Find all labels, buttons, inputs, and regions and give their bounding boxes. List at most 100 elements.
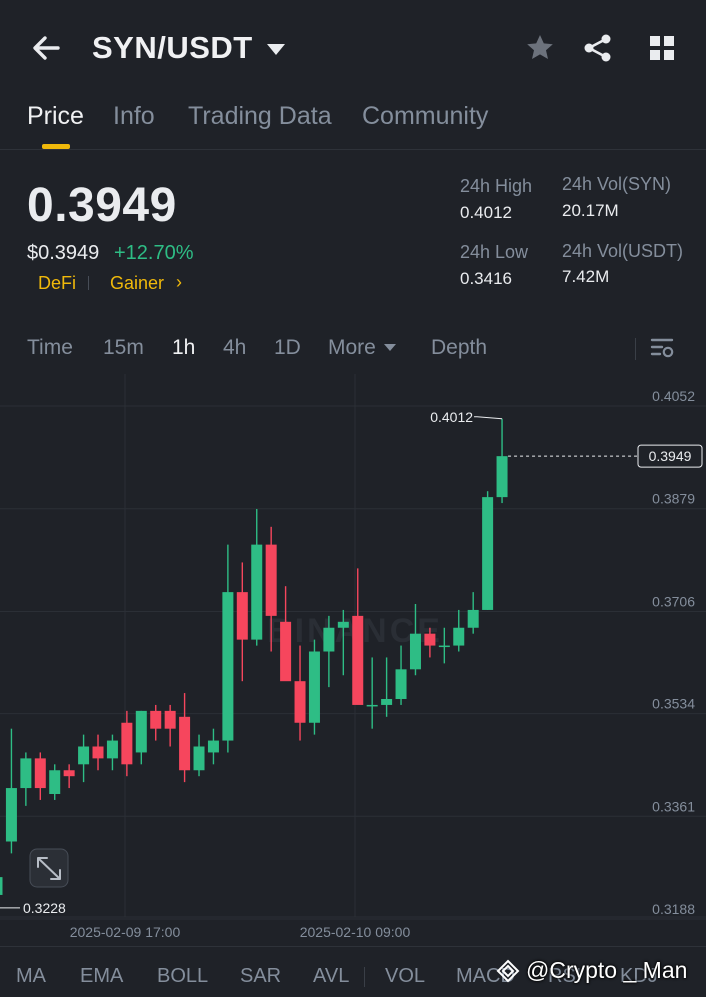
last-price-tag-label: 0.3949 xyxy=(649,448,692,464)
interval-4h[interactable]: 4h xyxy=(223,336,247,359)
share-icon[interactable] xyxy=(580,30,616,66)
interval-divider xyxy=(635,338,636,360)
tab-info[interactable]: Info xyxy=(113,102,155,130)
candlestick-chart[interactable]: 0.40520.38790.37060.35340.33610.3188BINA… xyxy=(0,374,706,946)
grid-icon[interactable] xyxy=(644,30,680,66)
y-tick-label: 0.3879 xyxy=(652,491,695,507)
vol-quote-label: 24h Vol(USDT) xyxy=(562,241,684,261)
vol-base-label: 24h Vol(SYN) xyxy=(562,174,672,194)
last-price-tag xyxy=(637,444,703,468)
indicator-ema[interactable]: EMA xyxy=(80,965,124,987)
indicator-rsi[interactable]: RSI xyxy=(548,965,582,987)
interval-bar: Time 15m 1h 4h 1D More Depth xyxy=(0,330,706,370)
candle-up xyxy=(337,621,349,628)
candle-down xyxy=(280,621,292,682)
tag-divider xyxy=(88,276,89,290)
candle-up xyxy=(207,740,219,753)
candle-up xyxy=(381,699,393,705)
candle-up xyxy=(482,497,494,610)
candle-down xyxy=(265,544,277,616)
fullscreen-arrows xyxy=(37,857,61,880)
candle-down xyxy=(236,592,248,640)
pair-title: SYN/USDT xyxy=(92,30,253,65)
indicator-macd[interactable]: MACD xyxy=(456,965,515,987)
high-annotation-label: 0.4012 xyxy=(430,409,473,425)
indicator-ma[interactable]: MA xyxy=(16,965,46,987)
interval-15m[interactable]: 15m xyxy=(103,336,144,359)
candle-up xyxy=(106,740,118,759)
chevron-right-icon[interactable]: › xyxy=(176,272,182,292)
fiat-price: $0.3949 xyxy=(27,242,100,264)
candle-up xyxy=(467,609,479,628)
candle-up xyxy=(20,758,32,789)
low-annotation-label: 0.3228 xyxy=(23,900,66,916)
high-annotation-line xyxy=(474,416,503,420)
candle-down xyxy=(164,710,176,729)
interval-1h[interactable]: 1h xyxy=(172,336,196,359)
indicator-vol[interactable]: VOL xyxy=(385,965,426,987)
vol-base-value: 20.17M xyxy=(562,201,619,220)
candle-down xyxy=(150,710,162,729)
candle-up xyxy=(0,877,3,895)
top-bar: SYN/USDT xyxy=(0,0,706,100)
interval-1d[interactable]: 1D xyxy=(274,336,301,359)
indicator-avl[interactable]: AVL xyxy=(313,965,350,987)
y-tick-label: 0.3361 xyxy=(652,798,695,814)
indicator-kdj[interactable]: KDJ xyxy=(620,965,658,987)
indicator-boll[interactable]: BOLL xyxy=(157,965,209,987)
chart-settings-icon[interactable] xyxy=(648,334,676,362)
candle-down xyxy=(92,746,104,759)
candle-up xyxy=(395,669,407,699)
tab-trading-data[interactable]: Trading Data xyxy=(188,102,332,130)
candle-up xyxy=(496,456,508,498)
star-icon[interactable] xyxy=(522,30,558,66)
tab-price[interactable]: Price xyxy=(27,102,84,130)
candle-down xyxy=(121,722,133,765)
indicator-sar[interactable]: SAR xyxy=(240,965,282,987)
binance-square-icon xyxy=(496,959,520,982)
interval-more[interactable]: More xyxy=(328,336,376,359)
watermark-text: @Crypto _ Man xyxy=(526,957,688,983)
tab-bar: Price Info Trading Data Community xyxy=(0,96,706,150)
more-caret-icon xyxy=(384,344,396,351)
vol-quote-value: 7.42M xyxy=(562,267,610,286)
last-price: 0.3949 xyxy=(27,179,177,232)
candle-down xyxy=(34,758,46,789)
candle-down xyxy=(352,615,364,705)
y-tick-label: 0.4052 xyxy=(652,388,695,404)
indicator-bar: MA EMA BOLL SAR AVL VOL MACD RSI KDJ xyxy=(0,946,706,997)
candle-up xyxy=(251,544,263,640)
tab-community[interactable]: Community xyxy=(362,102,489,130)
low-value: 0.3416 xyxy=(460,269,512,288)
candle-up xyxy=(78,746,90,765)
high-value: 0.4012 xyxy=(460,203,512,222)
interval-time[interactable]: Time xyxy=(27,336,73,359)
tag-defi[interactable]: DeFi xyxy=(38,273,77,293)
candle-up xyxy=(409,633,421,670)
y-tick-label: 0.3534 xyxy=(652,696,695,712)
candle-down xyxy=(179,716,191,771)
tag-gainer[interactable]: Gainer xyxy=(110,273,165,293)
active-tab-indicator xyxy=(42,144,70,149)
candle-up xyxy=(222,592,234,741)
candle-up xyxy=(308,651,320,723)
price-change: +12.70% xyxy=(114,242,194,264)
candle-up xyxy=(49,770,61,794)
candle-up xyxy=(193,746,205,771)
candle-up xyxy=(438,645,450,648)
candle-up xyxy=(366,704,378,707)
candle-up xyxy=(5,788,17,842)
candle-up xyxy=(453,627,465,646)
pair-selector[interactable]: SYN/USDT xyxy=(92,30,285,66)
interval-depth[interactable]: Depth xyxy=(431,336,488,359)
back-arrow-icon[interactable] xyxy=(28,30,64,66)
creator-watermark: @Crypto _ Man xyxy=(496,957,687,984)
x-tick-label: 2025-02-10 09:00 xyxy=(300,924,411,940)
candle-up xyxy=(323,627,335,652)
candle-up xyxy=(135,710,147,753)
low-label: 24h Low xyxy=(460,242,529,262)
x-tick-label: 2025-02-09 17:00 xyxy=(70,924,181,940)
candle-down xyxy=(424,633,436,646)
chevron-down-icon xyxy=(266,43,285,55)
candle-down xyxy=(294,681,306,723)
